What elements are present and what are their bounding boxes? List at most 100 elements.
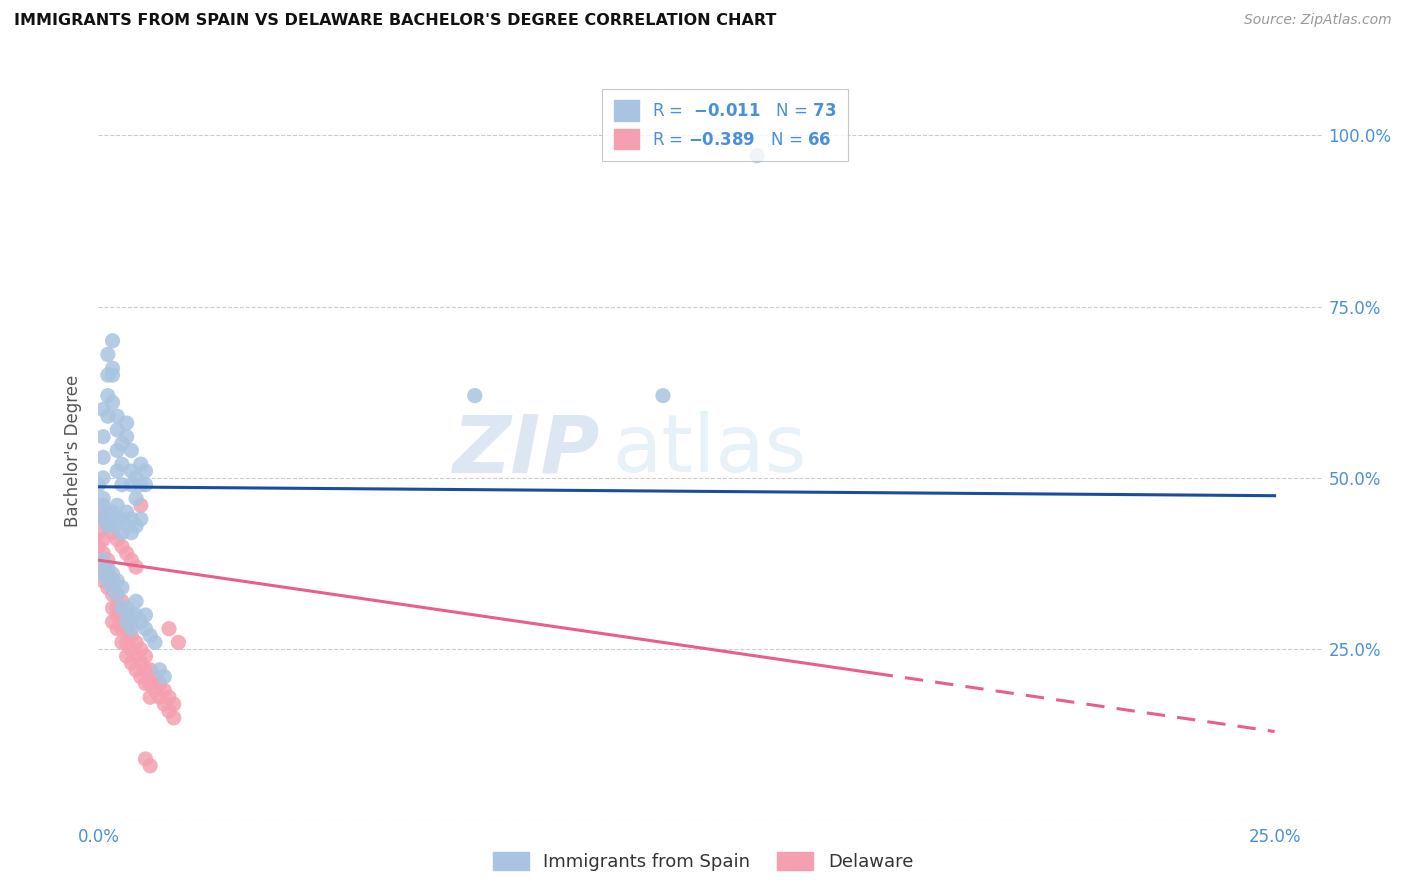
Point [115, 505, 138, 519]
Point [153, 697, 176, 711]
Y-axis label: Bachelor's Degree: Bachelor's Degree [65, 375, 83, 526]
Point [129, 670, 152, 684]
Point [105, 587, 128, 601]
Point [125, 594, 148, 608]
Point [115, 635, 138, 649]
Point [143, 635, 166, 649]
Point [129, 512, 152, 526]
Point [129, 498, 152, 512]
Point [125, 635, 148, 649]
Point [120, 656, 142, 670]
Point [139, 676, 162, 690]
Point [115, 649, 138, 664]
Point [91, 553, 114, 567]
Point [120, 553, 142, 567]
Point [129, 656, 152, 670]
Point [745, 149, 768, 163]
Point [167, 635, 190, 649]
Point [111, 581, 134, 595]
Point [105, 533, 128, 547]
Point [115, 519, 138, 533]
Point [101, 566, 124, 581]
Point [91, 450, 114, 465]
Point [105, 574, 128, 588]
Text: IMMIGRANTS FROM SPAIN VS DELAWARE BACHELOR'S DEGREE CORRELATION CHART: IMMIGRANTS FROM SPAIN VS DELAWARE BACHEL… [14, 13, 776, 29]
Point [143, 670, 166, 684]
Point [105, 498, 128, 512]
Point [91, 430, 114, 444]
Point [97, 368, 120, 382]
Point [125, 663, 148, 677]
Point [105, 587, 128, 601]
Point [134, 649, 156, 664]
Point [120, 525, 142, 540]
Point [101, 361, 124, 376]
Point [143, 683, 166, 698]
Point [97, 566, 120, 581]
Point [153, 670, 176, 684]
Point [139, 629, 162, 643]
Point [134, 607, 156, 622]
Point [101, 395, 124, 409]
Point [111, 512, 134, 526]
Point [101, 505, 124, 519]
Point [97, 389, 120, 403]
Point [125, 491, 148, 506]
Point [111, 622, 134, 636]
Point [120, 443, 142, 458]
Point [139, 663, 162, 677]
Point [134, 464, 156, 478]
Point [97, 519, 120, 533]
Point [120, 607, 142, 622]
Point [101, 519, 124, 533]
Point [153, 683, 176, 698]
Point [129, 642, 152, 657]
Point [111, 601, 134, 615]
Point [111, 594, 134, 608]
Point [91, 491, 114, 506]
Point [105, 622, 128, 636]
Point [101, 368, 124, 382]
Point [91, 512, 114, 526]
Point [115, 416, 138, 430]
Text: ZIP: ZIP [453, 411, 600, 490]
Point [149, 690, 172, 705]
Point [91, 560, 114, 574]
Point [129, 457, 152, 471]
Point [115, 430, 138, 444]
Point [97, 347, 120, 361]
Point [97, 566, 120, 581]
Point [139, 690, 162, 705]
Point [105, 443, 128, 458]
Text: atlas: atlas [612, 411, 807, 490]
Point [149, 676, 172, 690]
Point [91, 574, 114, 588]
Point [91, 533, 114, 547]
Point [105, 464, 128, 478]
Point [105, 512, 128, 526]
Point [129, 477, 152, 491]
Point [105, 607, 128, 622]
Point [101, 581, 124, 595]
Point [120, 629, 142, 643]
Point [115, 622, 138, 636]
Point [120, 642, 142, 657]
Point [134, 752, 156, 766]
Point [87, 525, 110, 540]
Point [101, 334, 124, 348]
Point [101, 587, 124, 601]
Point [134, 477, 156, 491]
Point [101, 615, 124, 629]
Point [105, 601, 128, 615]
Point [157, 690, 180, 705]
Point [91, 512, 114, 526]
Point [97, 505, 120, 519]
Point [87, 477, 110, 491]
Point [129, 615, 152, 629]
Point [125, 519, 148, 533]
Point [115, 615, 138, 629]
Point [97, 574, 120, 588]
Point [115, 601, 138, 615]
Point [157, 704, 180, 718]
Point [105, 409, 128, 424]
